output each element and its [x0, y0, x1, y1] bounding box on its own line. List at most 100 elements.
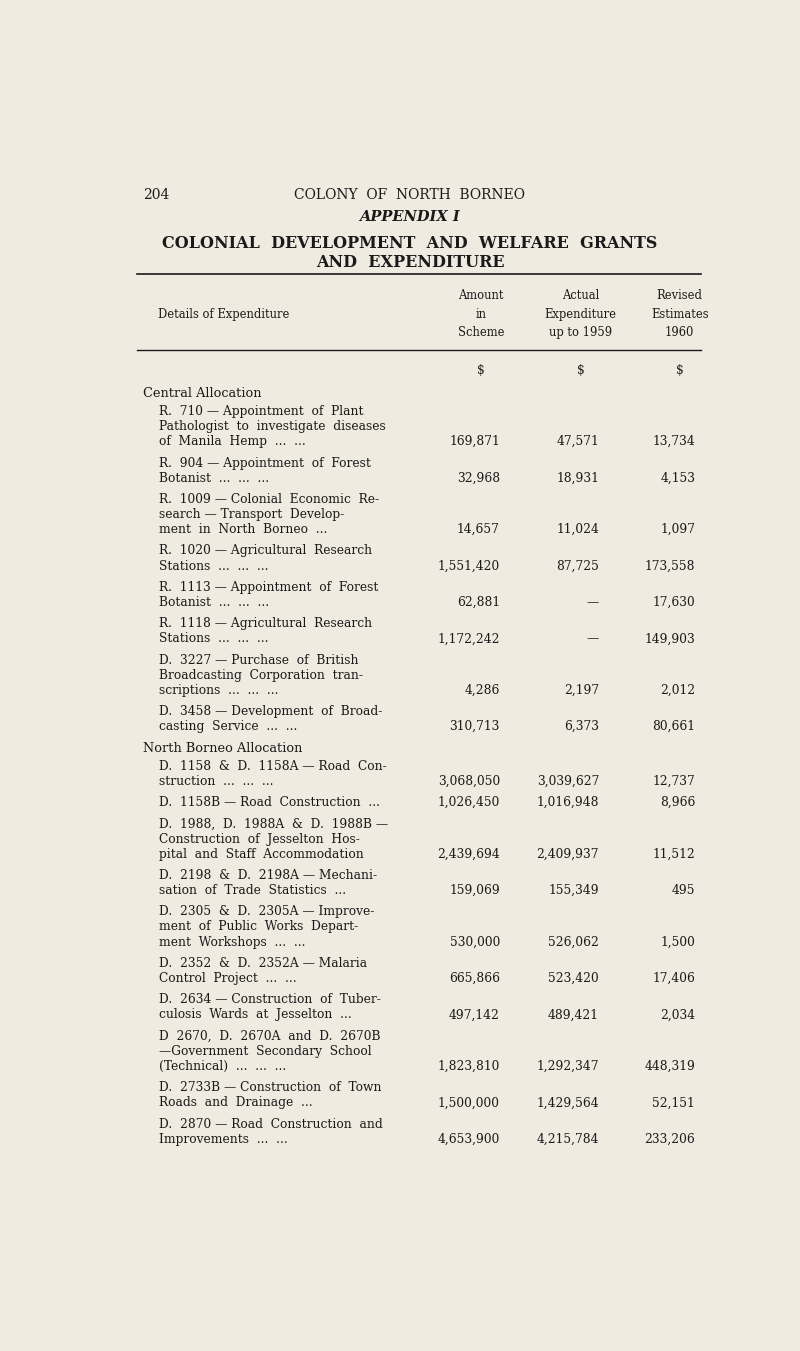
Text: 204: 204	[143, 188, 170, 203]
Text: R.  710 — Appointment  of  Plant: R. 710 — Appointment of Plant	[159, 405, 363, 417]
Text: —Government  Secondary  School: —Government Secondary School	[159, 1044, 371, 1058]
Text: 233,206: 233,206	[645, 1132, 695, 1146]
Text: 497,142: 497,142	[449, 1008, 500, 1021]
Text: Central Allocation: Central Allocation	[143, 386, 262, 400]
Text: sation  of  Trade  Statistics  ...: sation of Trade Statistics ...	[159, 884, 346, 897]
Text: 11,512: 11,512	[653, 847, 695, 861]
Text: 2,197: 2,197	[564, 684, 599, 697]
Text: 4,653,900: 4,653,900	[438, 1132, 500, 1146]
Text: Actual: Actual	[562, 289, 599, 303]
Text: R.  1118 — Agricultural  Research: R. 1118 — Agricultural Research	[159, 617, 372, 630]
Text: Improvements  ...  ...: Improvements ... ...	[159, 1132, 288, 1146]
Text: 665,866: 665,866	[449, 971, 500, 985]
Text: 11,024: 11,024	[556, 523, 599, 536]
Text: 4,286: 4,286	[465, 684, 500, 697]
Text: Broadcasting  Corporation  tran-: Broadcasting Corporation tran-	[159, 669, 363, 682]
Text: 495: 495	[672, 884, 695, 897]
Text: 448,319: 448,319	[644, 1061, 695, 1073]
Text: D.  1988,  D.  1988A  &  D.  1988B —: D. 1988, D. 1988A & D. 1988B —	[159, 817, 388, 831]
Text: R.  904 — Appointment  of  Forest: R. 904 — Appointment of Forest	[159, 457, 370, 470]
Text: —: —	[587, 632, 599, 646]
Text: (Technical)  ...  ...  ...: (Technical) ... ... ...	[159, 1061, 286, 1073]
Text: D.  1158B — Road  Construction  ...: D. 1158B — Road Construction ...	[159, 796, 380, 809]
Text: North Borneo Allocation: North Borneo Allocation	[143, 742, 302, 755]
Text: 3,068,050: 3,068,050	[438, 775, 500, 788]
Text: 2,012: 2,012	[660, 684, 695, 697]
Text: Construction  of  Jesselton  Hos-: Construction of Jesselton Hos-	[159, 832, 360, 846]
Text: search — Transport  Develop-: search — Transport Develop-	[159, 508, 344, 521]
Text: 1,026,450: 1,026,450	[438, 796, 500, 809]
Text: Scheme: Scheme	[458, 327, 505, 339]
Text: Botanist  ...  ...  ...: Botanist ... ... ...	[159, 596, 269, 609]
Text: ment  Workshops  ...  ...: ment Workshops ... ...	[159, 935, 306, 948]
Text: scriptions  ...  ...  ...: scriptions ... ... ...	[159, 684, 278, 697]
Text: 13,734: 13,734	[653, 435, 695, 449]
Text: 173,558: 173,558	[645, 559, 695, 573]
Text: $: $	[577, 363, 584, 377]
Text: R.  1020 — Agricultural  Research: R. 1020 — Agricultural Research	[159, 544, 372, 558]
Text: 1960: 1960	[665, 327, 694, 339]
Text: 159,069: 159,069	[449, 884, 500, 897]
Text: 14,657: 14,657	[457, 523, 500, 536]
Text: $: $	[676, 363, 683, 377]
Text: 18,931: 18,931	[556, 471, 599, 485]
Text: D.  1158  &  D.  1158A — Road  Con-: D. 1158 & D. 1158A — Road Con-	[159, 759, 386, 773]
Text: D  2670,  D.  2670A  and  D.  2670B: D 2670, D. 2670A and D. 2670B	[159, 1029, 381, 1043]
Text: 2,034: 2,034	[660, 1008, 695, 1021]
Text: AND  EXPENDITURE: AND EXPENDITURE	[316, 254, 504, 270]
Text: Expenditure: Expenditure	[545, 308, 617, 320]
Text: D.  2305  &  D.  2305A — Improve-: D. 2305 & D. 2305A — Improve-	[159, 905, 374, 919]
Text: D.  2352  &  D.  2352A — Malaria: D. 2352 & D. 2352A — Malaria	[159, 957, 367, 970]
Text: D.  2634 — Construction  of  Tuber-: D. 2634 — Construction of Tuber-	[159, 993, 381, 1006]
Text: 1,500,000: 1,500,000	[438, 1096, 500, 1109]
Text: APPENDIX I: APPENDIX I	[360, 209, 460, 224]
Text: ment  of  Public  Works  Depart-: ment of Public Works Depart-	[159, 920, 358, 934]
Text: D.  2733B — Construction  of  Town: D. 2733B — Construction of Town	[159, 1081, 382, 1094]
Text: Roads  and  Drainage  ...: Roads and Drainage ...	[159, 1096, 313, 1109]
Text: Botanist  ...  ...  ...: Botanist ... ... ...	[159, 471, 269, 485]
Text: 8,966: 8,966	[660, 796, 695, 809]
Text: 526,062: 526,062	[548, 935, 599, 948]
Text: ment  in  North  Borneo  ...: ment in North Borneo ...	[159, 523, 327, 536]
Text: D.  2870 — Road  Construction  and: D. 2870 — Road Construction and	[159, 1117, 382, 1131]
Text: in: in	[476, 308, 486, 320]
Text: culosis  Wards  at  Jesselton  ...: culosis Wards at Jesselton ...	[159, 1008, 352, 1021]
Text: 1,016,948: 1,016,948	[537, 796, 599, 809]
Text: Amount: Amount	[458, 289, 504, 303]
Text: struction  ...  ...  ...: struction ... ... ...	[159, 775, 274, 788]
Text: pital  and  Staff  Accommodation: pital and Staff Accommodation	[159, 847, 364, 861]
Text: D.  3227 — Purchase  of  British: D. 3227 — Purchase of British	[159, 654, 358, 666]
Text: 47,571: 47,571	[556, 435, 599, 449]
Text: 1,292,347: 1,292,347	[537, 1061, 599, 1073]
Text: D.  2198  &  D.  2198A — Mechani-: D. 2198 & D. 2198A — Mechani-	[159, 869, 377, 882]
Text: 80,661: 80,661	[652, 720, 695, 734]
Text: 155,349: 155,349	[549, 884, 599, 897]
Text: 6,373: 6,373	[564, 720, 599, 734]
Text: 32,968: 32,968	[457, 471, 500, 485]
Text: 4,215,784: 4,215,784	[537, 1132, 599, 1146]
Text: 12,737: 12,737	[653, 775, 695, 788]
Text: Estimates: Estimates	[651, 308, 709, 320]
Text: 523,420: 523,420	[548, 971, 599, 985]
Text: 17,406: 17,406	[652, 971, 695, 985]
Text: 530,000: 530,000	[450, 935, 500, 948]
Text: 1,823,810: 1,823,810	[438, 1061, 500, 1073]
Text: D.  3458 — Development  of  Broad-: D. 3458 — Development of Broad-	[159, 705, 382, 719]
Text: 169,871: 169,871	[449, 435, 500, 449]
Text: Control  Project  ...  ...: Control Project ... ...	[159, 971, 297, 985]
Text: COLONIAL  DEVELOPMENT  AND  WELFARE  GRANTS: COLONIAL DEVELOPMENT AND WELFARE GRANTS	[162, 235, 658, 251]
Text: COLONY  OF  NORTH  BORNEO: COLONY OF NORTH BORNEO	[294, 188, 526, 203]
Text: Stations  ...  ...  ...: Stations ... ... ...	[159, 632, 268, 646]
Text: Pathologist  to  investigate  diseases: Pathologist to investigate diseases	[159, 420, 386, 434]
Text: of  Manila  Hemp  ...  ...: of Manila Hemp ... ...	[159, 435, 306, 449]
Text: 1,500: 1,500	[660, 935, 695, 948]
Text: —: —	[587, 596, 599, 609]
Text: Revised: Revised	[657, 289, 702, 303]
Text: 310,713: 310,713	[450, 720, 500, 734]
Text: 62,881: 62,881	[457, 596, 500, 609]
Text: 87,725: 87,725	[556, 559, 599, 573]
Text: 52,151: 52,151	[653, 1096, 695, 1109]
Text: 1,551,420: 1,551,420	[438, 559, 500, 573]
Text: up to 1959: up to 1959	[549, 327, 612, 339]
Text: Stations  ...  ...  ...: Stations ... ... ...	[159, 559, 268, 573]
